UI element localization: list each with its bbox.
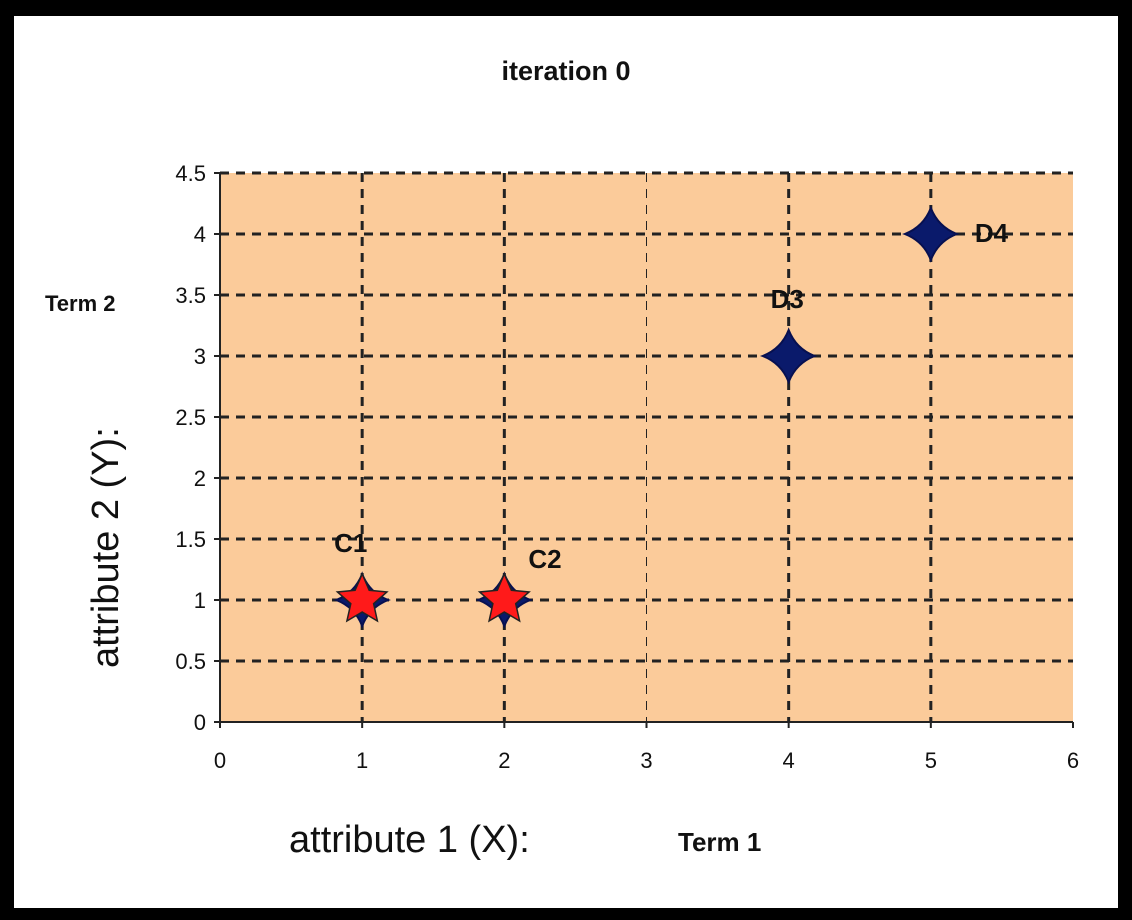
y-tick-label: 0.5 [175, 649, 206, 674]
x-tick-label: 4 [783, 748, 795, 773]
chart-title: iteration 0 [501, 56, 630, 86]
point-label: D3 [771, 284, 804, 314]
y-axis-label: attribute 2 (Y): [85, 427, 127, 668]
star-marker [477, 572, 531, 623]
x-tick-label: 0 [214, 748, 226, 773]
y-tick-label: 2 [194, 466, 206, 491]
x-axis-note: Term 1 [678, 827, 761, 857]
y-tick-label: 3.5 [175, 283, 206, 308]
y-tick-label: 2.5 [175, 405, 206, 430]
diamond-marker [759, 327, 818, 385]
scatter-chart: iteration 0 00.511.522.533.544.50 1 2 3 4 5 6 … [45, 56, 1079, 861]
y-tick-label: 4.5 [175, 161, 206, 186]
diamond-marker [902, 205, 960, 263]
y-tick-label: 1.5 [175, 527, 206, 552]
axes: 0 0.5 1 1.5 2 2.5 3 3.5 4 4.5 0 1 2 3 4 5 6 [175, 161, 1079, 773]
x-axis-label: attribute 1 (X): [289, 819, 530, 861]
point-label: C1 [334, 528, 367, 558]
y-axis-note: Term 2 [45, 291, 116, 316]
point-label: D4 [975, 218, 1009, 248]
x-tick-label: 1 [356, 748, 368, 773]
x-tick-label: 6 [1067, 748, 1079, 773]
point-label: C2 [528, 544, 561, 574]
star-marker [335, 572, 389, 623]
x-tick-label: 3 [640, 748, 652, 773]
y-tick-label: 1 [194, 588, 206, 613]
y-tick-label: 4 [194, 222, 206, 247]
y-tick-label: 0 [194, 710, 206, 735]
chart-frame: iteration 0 0 0.5 1 1.5 2 2.5 3 3.5 4 4.5 0 1 2 3 4 5 6 … [14, 16, 1118, 908]
data-points: D3 D4 C1 C2 [333, 205, 1009, 629]
x-tick-label: 5 [925, 748, 937, 773]
x-tick-label: 2 [498, 748, 510, 773]
y-tick-label: 3 [194, 344, 206, 369]
